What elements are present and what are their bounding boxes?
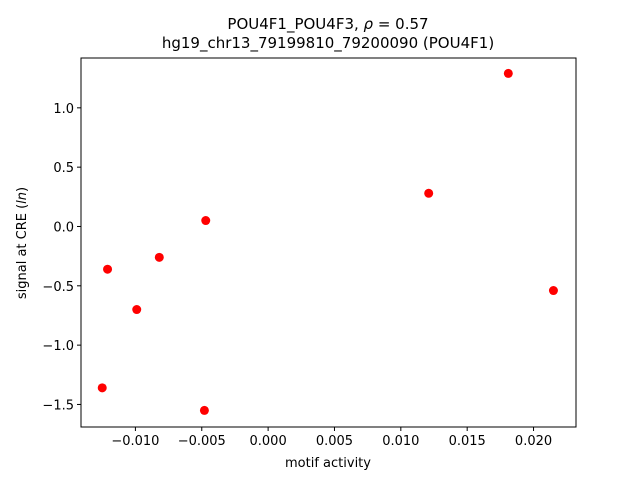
data-point-3	[132, 305, 142, 315]
y-tick-label: 1.0	[53, 102, 74, 117]
x-axis-label: motif activity	[285, 456, 371, 471]
x-tick-label: −0.010	[111, 434, 159, 449]
data-point-9	[548, 286, 558, 296]
y-tick-label: 0.5	[53, 161, 74, 176]
chart-title-line-1: POU4F1_POU4F3, ρ = 0.57	[227, 15, 428, 34]
y-tick-label: −1.0	[42, 339, 74, 354]
x-tick-label: 0.000	[250, 434, 287, 449]
y-tick-label: −0.5	[42, 280, 74, 295]
x-tick-label: −0.005	[178, 434, 226, 449]
x-tick-label: 0.020	[515, 434, 552, 449]
y-tick-label: −1.5	[42, 398, 74, 413]
data-point-6	[199, 405, 209, 415]
plot-area: −0.010 −0.005 0.000 0.005 0.010 0.015 0.020 −1.…	[42, 57, 577, 449]
y-tick-label: 0.0	[53, 220, 74, 235]
data-point-5	[201, 216, 211, 226]
data-point-1	[97, 383, 107, 393]
data-point-8	[503, 68, 513, 78]
x-tick-label: 0.015	[449, 434, 486, 449]
chart-title-line-2: hg19_chr13_79199810_79200090 (POU4F1)	[162, 34, 494, 53]
x-tick-label: 0.010	[382, 434, 419, 449]
data-point-2	[103, 264, 113, 274]
data-point-4	[154, 252, 164, 262]
data-point-7	[424, 188, 434, 198]
y-axis-label: signal at CRE (ln)	[15, 187, 30, 299]
plot-frame	[80, 57, 577, 428]
x-tick-label: 0.005	[316, 434, 353, 449]
